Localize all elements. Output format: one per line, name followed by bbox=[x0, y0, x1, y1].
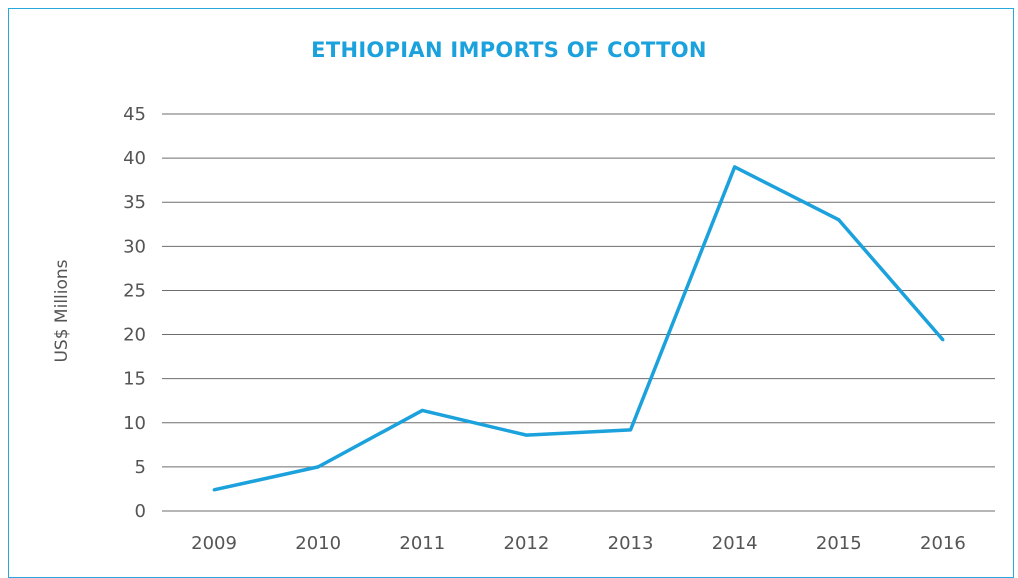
data-point-2016 bbox=[941, 338, 945, 342]
data-point-2010 bbox=[316, 465, 320, 469]
x-tick-label: 2015 bbox=[816, 533, 862, 554]
data-point-2015 bbox=[837, 218, 841, 222]
y-axis-ticks: 0 5 10 15 20 25 30 35 40 45 bbox=[123, 104, 146, 522]
data-point-2013 bbox=[629, 428, 633, 432]
data-point-2011 bbox=[420, 408, 424, 412]
y-tick-label: 40 bbox=[123, 148, 146, 169]
y-tick-label: 30 bbox=[123, 236, 146, 257]
chart-title: ETHIOPIAN IMPORTS OF COTTON bbox=[311, 38, 707, 62]
y-tick-label: 35 bbox=[123, 192, 146, 213]
y-tick-label: 0 bbox=[135, 501, 146, 522]
data-point-2009 bbox=[212, 488, 216, 492]
x-tick-label: 2011 bbox=[399, 533, 445, 554]
y-tick-label: 5 bbox=[135, 457, 146, 478]
y-tick-label: 15 bbox=[123, 369, 146, 390]
x-tick-label: 2010 bbox=[295, 533, 341, 554]
gridlines bbox=[162, 113, 995, 512]
data-point-2014 bbox=[733, 165, 737, 169]
y-tick-label: 10 bbox=[123, 413, 146, 434]
y-tick-label: 20 bbox=[123, 325, 146, 346]
x-tick-label: 2016 bbox=[920, 533, 966, 554]
x-tick-label: 2009 bbox=[191, 533, 237, 554]
x-tick-label: 2012 bbox=[504, 533, 550, 554]
x-tick-label: 2014 bbox=[712, 533, 758, 554]
series-group bbox=[212, 165, 945, 492]
y-tick-label: 45 bbox=[123, 104, 146, 125]
data-point-2012 bbox=[524, 433, 528, 437]
series-line bbox=[213, 165, 945, 492]
y-tick-label: 25 bbox=[123, 280, 146, 301]
x-tick-label: 2013 bbox=[608, 533, 654, 554]
x-axis-ticks: 2009 2010 2011 2012 2013 2014 2015 2016 bbox=[191, 533, 966, 554]
